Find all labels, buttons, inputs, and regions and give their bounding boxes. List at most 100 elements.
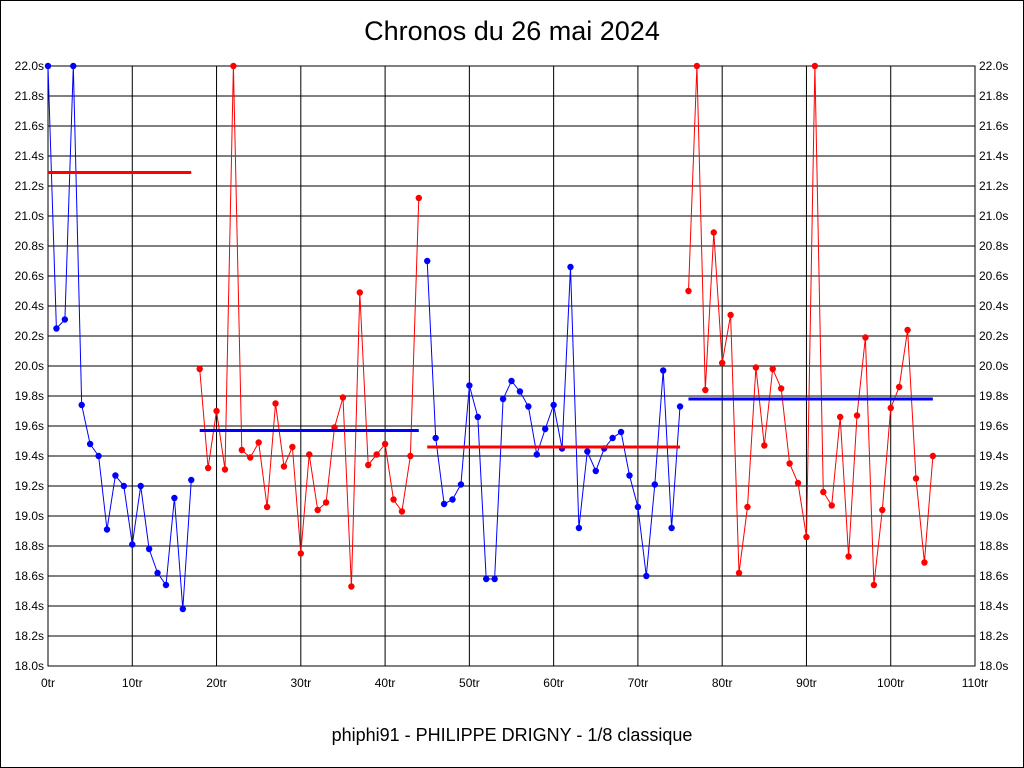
x-tick-label: 30tr (290, 676, 311, 690)
data-point (86, 440, 94, 448)
data-point (120, 482, 128, 490)
data-point (373, 451, 380, 458)
data-point (592, 467, 599, 475)
y-tick-label-right: 19.4s (979, 449, 1008, 463)
y-tick-label-left: 19.2s (15, 479, 44, 493)
y-tick-label-left: 19.6s (15, 419, 44, 433)
data-point (567, 263, 574, 271)
data-point (828, 502, 835, 509)
chart-subtitle: phiphi91 - PHILIPPE DRIGNY - 1/8 classiq… (331, 725, 693, 745)
data-point (289, 443, 296, 451)
y-tick-label-right: 19.2s (979, 479, 1008, 493)
y-tick-label-right: 18.2s (979, 629, 1008, 643)
data-point (609, 434, 616, 442)
y-tick-label-right: 20.6s (979, 269, 1008, 283)
y-tick-label-left: 19.0s (15, 509, 44, 523)
data-point (70, 62, 77, 70)
data-point (735, 569, 743, 577)
data-point (651, 481, 658, 488)
data-point (836, 413, 844, 421)
data-point (457, 481, 465, 488)
y-tick-label-left: 22.0s (15, 59, 44, 73)
data-point (247, 454, 254, 461)
data-point (499, 395, 507, 403)
data-point (904, 326, 911, 334)
data-point (381, 440, 389, 448)
y-tick-label-left: 18.4s (15, 599, 44, 613)
chart-title: Chronos du 26 mai 2024 (364, 16, 660, 46)
data-point (516, 388, 524, 395)
x-tick-label: 20tr (206, 676, 227, 690)
data-point (533, 451, 540, 458)
data-point (676, 403, 684, 410)
data-point (643, 572, 650, 580)
data-point (238, 446, 246, 454)
y-tick-label-left: 18.0s (15, 659, 44, 673)
data-point (887, 404, 894, 412)
data-point (162, 581, 170, 589)
data-point (508, 377, 515, 385)
x-tick-label: 90tr (796, 676, 817, 690)
data-point (390, 496, 397, 503)
data-point (103, 526, 111, 533)
data-point (95, 452, 102, 460)
data-point (204, 464, 212, 472)
data-point (525, 403, 532, 410)
data-point (794, 479, 802, 487)
series-line (688, 65, 934, 586)
y-tick-label-left: 20.8s (15, 239, 44, 253)
y-tick-label-left: 20.6s (15, 269, 44, 283)
data-point (668, 524, 675, 532)
y-tick-label-left: 21.6s (15, 119, 44, 133)
x-tick-label: 10tr (122, 676, 143, 690)
data-point (693, 62, 701, 70)
data-point (761, 442, 768, 449)
y-tick-label-left: 20.2s (15, 329, 44, 343)
data-point (853, 412, 861, 419)
data-point (213, 407, 220, 415)
x-tick-label: 80tr (712, 676, 733, 690)
y-tick-label-right: 21.6s (979, 119, 1008, 133)
data-point (550, 401, 557, 409)
x-tick-label: 100tr (877, 676, 904, 690)
data-point (196, 365, 203, 373)
y-tick-label-left: 20.4s (15, 299, 44, 313)
data-point (820, 488, 827, 496)
y-tick-label-left: 21.2s (15, 179, 44, 193)
y-tick-label-left: 19.8s (15, 389, 44, 403)
data-point (617, 428, 625, 436)
x-tick-label: 0tr (41, 676, 55, 690)
y-tick-label-left: 18.6s (15, 569, 44, 583)
data-point (407, 452, 414, 460)
y-tick-label-right: 22.0s (979, 59, 1008, 73)
data-point (659, 367, 667, 374)
data-point (803, 533, 810, 541)
data-point (440, 500, 448, 508)
data-point (752, 364, 760, 371)
x-tick-label: 40tr (375, 676, 396, 690)
data-point (44, 62, 52, 70)
data-point (112, 472, 119, 479)
data-point (895, 383, 903, 391)
data-point (777, 385, 785, 392)
y-tick-label-left: 21.0s (15, 209, 44, 223)
data-point (230, 62, 237, 70)
data-point (263, 503, 271, 511)
y-tick-label-right: 20.4s (979, 299, 1008, 313)
x-tick-label: 60tr (543, 676, 564, 690)
x-tick-label: 70tr (628, 676, 649, 690)
data-point (862, 334, 869, 341)
data-point (474, 413, 481, 421)
data-point (449, 496, 456, 503)
data-point (811, 62, 819, 70)
data-point (322, 499, 330, 506)
data-point (61, 316, 69, 323)
data-point (702, 386, 709, 394)
data-point (710, 229, 717, 236)
data-point (272, 400, 279, 407)
data-point (912, 475, 920, 482)
data-point (727, 311, 734, 319)
data-point (744, 503, 751, 511)
data-point (314, 506, 321, 514)
